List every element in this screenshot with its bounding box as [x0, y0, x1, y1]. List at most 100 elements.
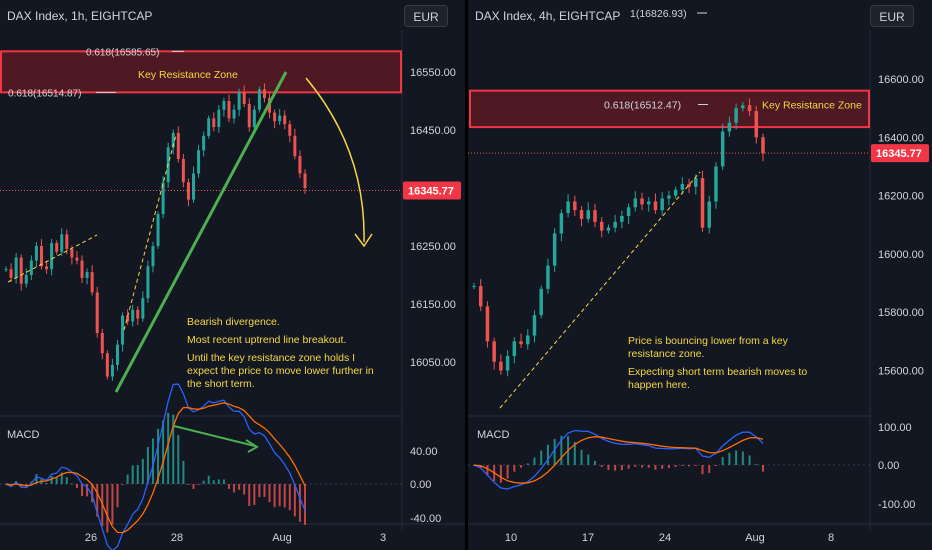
- candle-body: [4, 269, 8, 271]
- candle-body: [192, 173, 196, 200]
- candle-body: [303, 173, 307, 188]
- currency-button[interactable]: EUR: [870, 5, 914, 27]
- macd-histogram-bar: [540, 450, 543, 465]
- candle-body: [566, 201, 570, 214]
- macd-line: [5, 383, 306, 550]
- candle-body: [121, 315, 125, 345]
- macd-histogram-bar: [202, 480, 205, 484]
- macd-histogram-bar: [681, 465, 684, 466]
- candle-body: [478, 285, 483, 307]
- macd-histogram-bar: [634, 465, 637, 467]
- macd-histogram-bar: [721, 456, 724, 465]
- macd-histogram-bar: [106, 484, 109, 533]
- macd-histogram-bar: [553, 438, 556, 465]
- candle-body: [217, 109, 221, 128]
- candle-body: [720, 131, 725, 167]
- candle-body: [181, 159, 185, 183]
- macd-histogram-bar: [667, 465, 670, 469]
- macd-histogram-bar: [116, 484, 119, 508]
- fib-level-bottom: 0.618(16514.87): [8, 88, 81, 99]
- candle-body: [687, 183, 691, 187]
- macd-line: [473, 429, 764, 490]
- macd-label: MACD: [7, 429, 40, 441]
- macd-y-tick-label: 0.00: [410, 479, 431, 491]
- x-tick-label: 8: [828, 532, 834, 544]
- macd-label: MACD: [477, 429, 510, 441]
- divergence-arrow-head: [245, 439, 259, 453]
- macd-histogram-bar: [157, 428, 160, 484]
- macd-histogram-bar: [298, 484, 301, 522]
- macd-histogram-bar: [735, 450, 738, 465]
- macd-histogram-bar: [641, 465, 644, 468]
- candle-body: [512, 341, 517, 356]
- last-price-label: 16345.77: [876, 148, 922, 160]
- divergence-line: [173, 425, 256, 447]
- candle-body: [90, 272, 94, 293]
- x-tick-label: 28: [171, 532, 183, 544]
- candle-body: [222, 101, 226, 110]
- dashed-trend-guide: [499, 171, 701, 409]
- chart-title: DAX Index, 4h, EIGHTCAP: [475, 9, 621, 23]
- candle-body: [115, 344, 119, 365]
- macd-y-tick-label: -100.00: [878, 499, 915, 511]
- macd-histogram-bar: [728, 452, 731, 465]
- candle-body: [613, 221, 617, 228]
- y-tick-label: 16600.00: [878, 74, 924, 86]
- macd-histogram-bar: [187, 484, 190, 485]
- macd-histogram-bar: [607, 465, 610, 470]
- macd-histogram-bar: [55, 476, 58, 484]
- macd-histogram-bar: [273, 484, 276, 508]
- currency-button[interactable]: EUR: [404, 5, 448, 27]
- macd-histogram-bar: [688, 465, 691, 467]
- candle-body: [472, 285, 476, 287]
- candle-body: [227, 101, 231, 119]
- macd-histogram-bar: [248, 484, 251, 506]
- macd-histogram-bar: [10, 484, 13, 488]
- candle-body: [593, 210, 597, 222]
- macd-histogram-bar: [479, 465, 482, 469]
- candle-body: [273, 112, 277, 122]
- candle-body: [202, 135, 206, 151]
- macd-histogram-bar: [50, 476, 53, 484]
- candle-body: [586, 210, 591, 219]
- macd-histogram-bar: [258, 484, 261, 498]
- macd-histogram-bar: [661, 465, 664, 469]
- candle-body: [131, 309, 135, 322]
- macd-histogram-bar: [694, 465, 697, 466]
- candle-body: [146, 266, 150, 299]
- chart-title: DAX Index, 1h, EIGHTCAP: [7, 9, 153, 23]
- macd-histogram-bar: [506, 465, 509, 479]
- candle-body: [105, 353, 109, 377]
- macd-histogram-bar: [278, 484, 281, 507]
- candle-body: [80, 260, 84, 278]
- macd-histogram-bar: [263, 484, 266, 497]
- macd-histogram-bar: [182, 460, 185, 484]
- macd-histogram-bar: [748, 455, 751, 465]
- macd-histogram-bar: [217, 479, 220, 484]
- macd-histogram-bar: [20, 484, 23, 488]
- macd-histogram-bar: [533, 457, 536, 465]
- candle-body: [247, 103, 251, 128]
- candle-body: [492, 341, 496, 362]
- macd-histogram-bar: [627, 465, 630, 469]
- candle-body: [50, 243, 54, 270]
- last-price-label: 16345.77: [408, 185, 454, 197]
- x-tick-label: Aug: [272, 532, 292, 544]
- candle-body: [298, 156, 302, 174]
- macd-histogram-bar: [560, 435, 563, 465]
- candle-body: [532, 315, 537, 336]
- macd-histogram-bar: [45, 482, 48, 484]
- candle-body: [70, 248, 74, 258]
- candle-body: [293, 135, 297, 157]
- candle-body: [156, 214, 160, 246]
- x-tick-label: Aug: [745, 532, 765, 544]
- macd-histogram-bar: [647, 465, 650, 468]
- macd-histogram-bar: [674, 465, 677, 467]
- fib-level-top: 0.618(16585.65): [86, 47, 159, 58]
- x-tick-label: 3: [380, 532, 386, 544]
- resistance-zone: [0, 50, 402, 94]
- candle-body: [34, 246, 38, 261]
- candle-body: [680, 183, 685, 190]
- candle-body: [278, 115, 282, 122]
- candle-body: [151, 246, 155, 267]
